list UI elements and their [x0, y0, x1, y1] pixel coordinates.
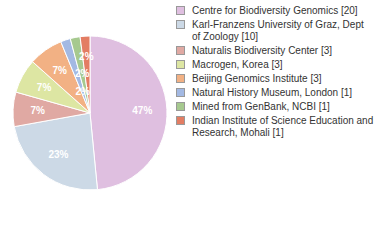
html-text:Centre for Biodiversity Genomi: Centre for Biodiversity Genomics [20] — [192, 5, 358, 16]
svg-text:23%: 23% — [48, 149, 68, 160]
html-text:Natural History Museum, London: Natural History Museum, London [1] — [192, 87, 353, 98]
html-text:Mined from GenBank, NCBI [1]: Mined from GenBank, NCBI [1] — [192, 101, 330, 112]
html-text:Indian Institute of Science Ed: Indian Institute of Science Education an… — [192, 115, 374, 138]
svg-text:2%: 2% — [75, 68, 90, 79]
html-text:Karl-Franzens University of Gr: Karl-Franzens University of Graz, Dept o… — [192, 19, 364, 42]
svg-text:2%: 2% — [75, 86, 90, 97]
html-text:Beijing Genomics Institute [3]: Beijing Genomics Institute [3] — [192, 73, 322, 84]
svg-text:7%: 7% — [37, 82, 52, 93]
html-text:Macrogen, Korea [3]: Macrogen, Korea [3] — [192, 59, 283, 70]
svg-text:47%: 47% — [132, 105, 152, 116]
svg-text:7%: 7% — [30, 105, 45, 116]
svg-text:2%: 2% — [79, 51, 94, 62]
html-text:Naturalis Biodiversity Center: Naturalis Biodiversity Center [3] — [192, 45, 333, 56]
svg-text:7%: 7% — [53, 65, 68, 76]
